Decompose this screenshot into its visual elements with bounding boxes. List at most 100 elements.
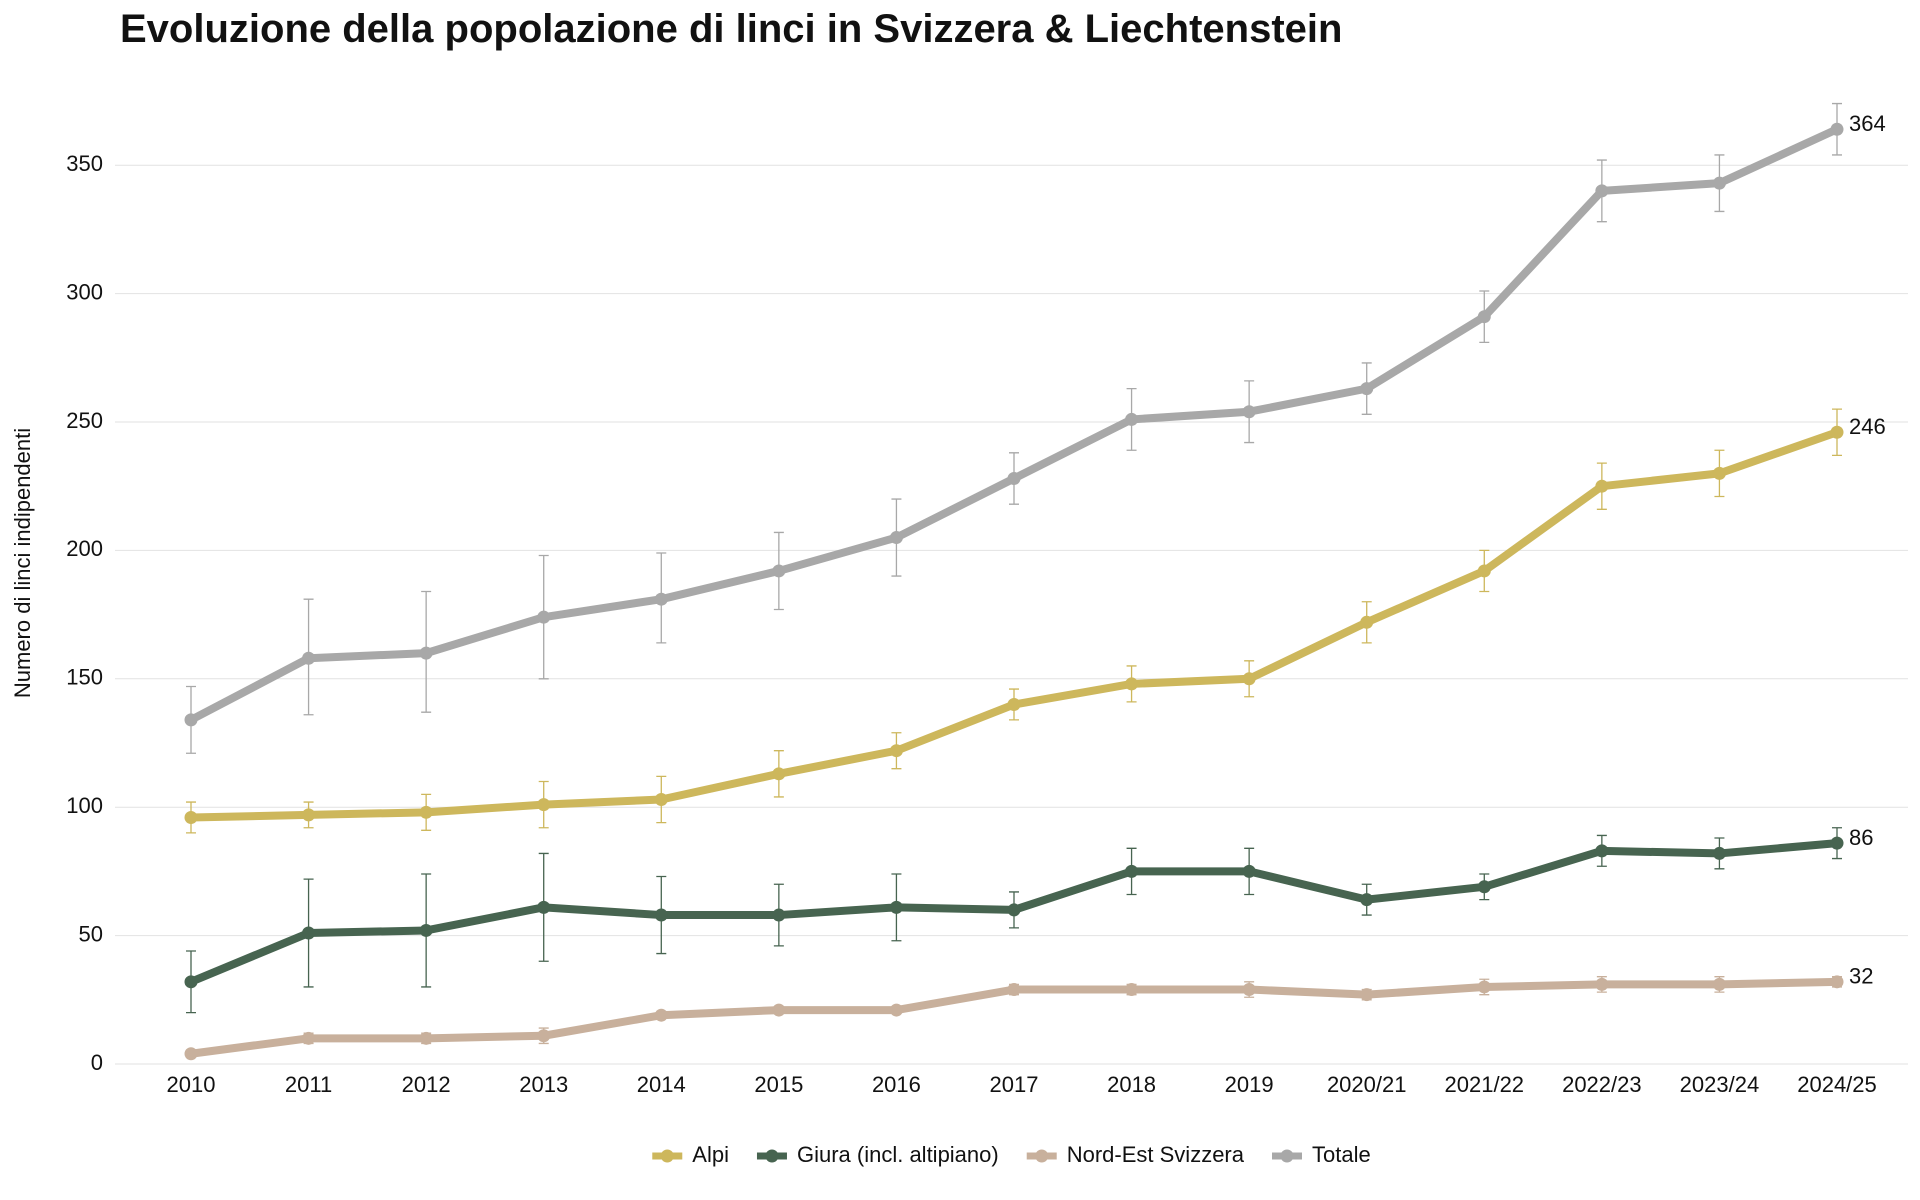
y-tick-label: 350 [66,151,103,176]
end-label: 32 [1849,964,1873,989]
point [1477,980,1491,994]
series-line [189,125,1839,724]
point [1360,893,1374,907]
point [537,610,551,624]
legend: Alpi Giura (incl. altipiano) Nord-Est Sviz… [652,1142,1371,1167]
legend-label: Nord-Est Svizzera [1067,1142,1245,1167]
y-tick-label: 300 [66,279,103,304]
y-tick-label: 250 [66,408,103,433]
legend-marker [1035,1149,1049,1163]
legend-marker [660,1149,674,1163]
point [889,744,903,758]
point [184,810,198,824]
point [654,792,668,806]
point [889,1003,903,1017]
end-label: 86 [1849,825,1873,850]
legend-label: Totale [1312,1142,1371,1167]
point [1712,176,1726,190]
x-tick-label: 2013 [519,1072,568,1097]
point [1830,122,1844,136]
point [1125,412,1139,426]
point [1125,864,1139,878]
point [184,975,198,989]
point [1242,864,1256,878]
point [1830,836,1844,850]
point [184,1047,198,1061]
point [772,1003,786,1017]
point [1595,844,1609,858]
x-tick-label: 2019 [1225,1072,1274,1097]
x-tick-label: 2016 [872,1072,921,1097]
point [1007,471,1021,485]
point [1712,466,1726,480]
chart-title: Evoluzione della popolazione di linci in… [120,7,1342,51]
x-tick-label: 2017 [990,1072,1039,1097]
point [654,592,668,606]
point [537,798,551,812]
point [1477,880,1491,894]
point [654,1008,668,1022]
point [1125,983,1139,997]
x-tick-label: 2022/23 [1562,1072,1642,1097]
point [1595,184,1609,198]
point [654,908,668,922]
x-tick-label: 2014 [637,1072,686,1097]
point [772,564,786,578]
point [302,651,316,665]
point [419,805,433,819]
point [1712,846,1726,860]
y-tick-label: 50 [79,921,103,946]
point [537,900,551,914]
point [772,908,786,922]
point [419,646,433,660]
x-tick-label: 2018 [1107,1072,1156,1097]
point [889,531,903,545]
y-tick-label: 150 [66,665,103,690]
point [1242,983,1256,997]
point [1360,615,1374,629]
point [1125,677,1139,691]
x-tick-label: 2015 [754,1072,803,1097]
x-tick-label: 2012 [402,1072,451,1097]
point [1007,697,1021,711]
x-tick-label: 2011 [285,1072,332,1097]
x-tick-label: 2010 [167,1072,216,1097]
end-label: 364 [1849,111,1886,136]
point [1242,672,1256,686]
point [1360,988,1374,1002]
point [184,713,198,727]
point [1712,977,1726,991]
point [1477,564,1491,578]
end-label: 246 [1849,414,1886,439]
point [1360,382,1374,396]
point [302,926,316,940]
point [1007,903,1021,917]
point [1595,479,1609,493]
legend-marker [1280,1149,1294,1163]
point [1477,310,1491,324]
point [419,923,433,937]
x-tick-label: 2020/21 [1327,1072,1407,1097]
legend-label: Giura (incl. altipiano) [797,1142,999,1167]
x-tick-label: 2021/22 [1445,1072,1525,1097]
point [537,1029,551,1043]
y-axis-label: Numero di linci indipendenti [10,428,35,698]
y-tick-label: 200 [66,536,103,561]
legend-label: Alpi [692,1142,729,1167]
point [419,1031,433,1045]
x-tick-label: 2023/24 [1680,1072,1760,1097]
y-tick-label: 100 [66,793,103,818]
point [302,808,316,822]
point [1595,977,1609,991]
point [1830,975,1844,989]
point [889,900,903,914]
point [1830,425,1844,439]
point [1007,983,1021,997]
point [1242,405,1256,419]
legend-marker [765,1149,779,1163]
point [772,767,786,781]
y-tick-label: 0 [91,1050,103,1075]
x-tick-label: 2024/25 [1797,1072,1877,1097]
point [302,1031,316,1045]
